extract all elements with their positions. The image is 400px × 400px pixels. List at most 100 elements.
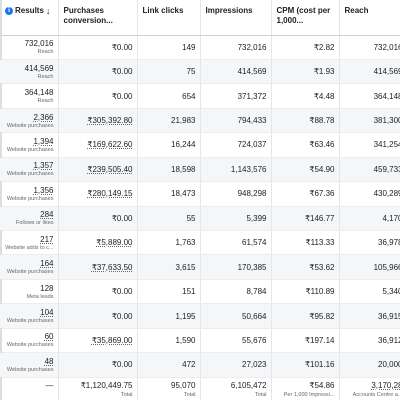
- cell-purchases: ₹5,889.00: [58, 230, 138, 256]
- reach-value: 105,966: [373, 262, 400, 272]
- table-row[interactable]: 2,366 Website purchases ₹305,392.80 21,983 7…: [0, 108, 400, 134]
- result-value[interactable]: 284: [40, 210, 54, 220]
- impressions-value: 170,385: [237, 262, 267, 272]
- cpm-value: ₹1.93: [313, 67, 335, 77]
- purchases-value[interactable]: ₹169,622.60: [87, 140, 133, 150]
- column-header-purchases[interactable]: Purchases conversion...: [58, 0, 138, 36]
- link-clicks-value: 1,590: [175, 335, 196, 345]
- table-row[interactable]: 104 Website purchases ₹0.00 1,195 50,664 ₹95.…: [0, 303, 400, 329]
- reach-value: 459,733: [373, 164, 400, 174]
- column-header-link-clicks[interactable]: Link clicks: [137, 0, 201, 36]
- cell-reach: 5,340: [339, 279, 400, 305]
- total-link-clicks: 95,070 Total: [137, 376, 201, 400]
- total-value: ₹1,120,449.75: [80, 380, 133, 390]
- purchases-value: ₹0.00: [111, 42, 133, 52]
- cell-purchases: ₹0.00: [58, 83, 138, 109]
- table-row[interactable]: 1,394 Website purchases ₹169,622.60 16,244 7…: [0, 132, 400, 158]
- column-header-reach[interactable]: Reach: [339, 0, 400, 36]
- result-value[interactable]: 104: [40, 308, 54, 318]
- cell-cpm: ₹197.14: [271, 328, 340, 354]
- cell-purchases: ₹0.00: [58, 303, 138, 329]
- impressions-value: 8,784: [246, 287, 267, 297]
- result-value-wrap: 414,569: [4, 64, 54, 74]
- purchases-value: ₹0.00: [111, 287, 133, 297]
- result-type-label: Website purchases: [6, 366, 54, 373]
- cell-reach: 36,912: [339, 328, 400, 354]
- link-clicks-value: 75: [186, 67, 196, 77]
- cell-link-clicks: 1,195: [137, 303, 201, 329]
- result-value[interactable]: 48: [44, 356, 54, 366]
- sort-descending-icon: ↓: [45, 6, 51, 16]
- table-row[interactable]: 364,148 Reach ₹0.00 654 371,372 ₹4.48 364,148: [0, 83, 400, 109]
- purchases-value[interactable]: ₹5,889.00: [96, 238, 133, 248]
- cell-impressions: 732,016: [200, 35, 272, 60]
- column-header-impressions[interactable]: Impressions: [200, 0, 272, 36]
- cell-purchases: ₹0.00: [58, 206, 138, 232]
- column-header-cpm[interactable]: CPM (cost per 1,000...: [271, 0, 340, 36]
- table-row[interactable]: 48 Website purchases ₹0.00 472 27,023 ₹101.16…: [0, 352, 400, 378]
- total-results: —: [0, 376, 59, 400]
- total-note: Total: [120, 391, 133, 398]
- column-header-label: Purchases conversion...: [63, 6, 113, 25]
- cpm-value: ₹113.33: [305, 238, 335, 248]
- table-row[interactable]: 284 Follows or likes ₹0.00 55 5,399 ₹146.77 4,…: [0, 206, 400, 232]
- info-icon[interactable]: i: [5, 7, 13, 15]
- cell-reach: 430,289: [339, 181, 400, 207]
- table-row[interactable]: 217 Website adds to c... ₹5,889.00 1,763 61,…: [0, 230, 400, 256]
- cell-reach: 105,966: [339, 254, 400, 280]
- impressions-value: 55,676: [242, 335, 267, 345]
- total-impressions: 6,105,472 Total: [200, 376, 272, 400]
- table-row[interactable]: 1,357 Website purchases ₹239,505.40 18,598 1…: [0, 157, 400, 183]
- result-value[interactable]: 164: [40, 259, 54, 269]
- table-body: 732,016 Reach ₹0.00 149 732,016 ₹2.82 732,016 4…: [0, 35, 400, 378]
- table-row[interactable]: 414,569 Reach ₹0.00 75 414,569 ₹1.93 414,569: [0, 59, 400, 85]
- cpm-value: ₹4.48: [313, 91, 335, 101]
- link-clicks-value: 654: [182, 91, 196, 101]
- link-clicks-value: 18,598: [171, 164, 196, 174]
- cell-cpm: ₹53.62: [271, 254, 340, 280]
- cell-impressions: 371,372: [200, 83, 272, 109]
- cell-results: 414,569 Reach: [0, 59, 59, 85]
- purchases-value: ₹0.00: [111, 91, 133, 101]
- total-value[interactable]: 3,170,28: [371, 380, 400, 390]
- table-row[interactable]: 732,016 Reach ₹0.00 149 732,016 ₹2.82 732,016: [0, 35, 400, 60]
- result-value[interactable]: 60: [44, 332, 54, 342]
- column-header-label: Results: [15, 6, 44, 15]
- result-value: 732,016: [24, 39, 54, 49]
- purchases-value[interactable]: ₹35,869.00: [91, 335, 133, 345]
- result-value[interactable]: 2,366: [33, 112, 54, 122]
- purchases-value[interactable]: ₹239,505.40: [87, 164, 133, 174]
- cell-link-clicks: 18,598: [137, 157, 201, 183]
- result-type-label: Website adds to c...: [5, 244, 54, 251]
- cell-link-clicks: 18,473: [137, 181, 201, 207]
- result-value-wrap: 48: [4, 357, 54, 367]
- impressions-value: 732,016: [237, 42, 267, 52]
- impressions-value: 27,023: [242, 360, 267, 370]
- column-header-results[interactable]: i Results ↓: [0, 0, 59, 36]
- result-value[interactable]: 1,356: [33, 185, 54, 195]
- purchases-value[interactable]: ₹280,149.15: [87, 189, 133, 199]
- total-purchases: ₹1,120,449.75 Total: [58, 376, 138, 400]
- sort-results-button[interactable]: i Results ↓: [5, 6, 54, 16]
- table-row[interactable]: 1,356 Website purchases ₹280,149.15 18,473 9…: [0, 181, 400, 207]
- cell-reach: 364,148: [339, 83, 400, 109]
- reach-value: 381,300: [373, 116, 400, 126]
- table-row[interactable]: 164 Website purchases ₹37,633.50 3,615 170,3…: [0, 254, 400, 280]
- cell-impressions: 61,574: [200, 230, 272, 256]
- result-value-wrap: 1,357: [4, 161, 54, 171]
- cell-reach: 20,000: [339, 352, 400, 378]
- result-value[interactable]: 217: [40, 234, 54, 244]
- total-note: Total: [254, 391, 267, 398]
- result-value[interactable]: 1,357: [33, 161, 54, 171]
- cell-cpm: ₹63.46: [271, 132, 340, 158]
- cell-results: 1,357 Website purchases: [0, 157, 59, 183]
- result-type-label: Website purchases: [6, 171, 54, 178]
- cell-impressions: 5,399: [200, 206, 272, 232]
- result-value: 414,569: [24, 63, 54, 73]
- table-row[interactable]: 60 Website purchases ₹35,869.00 1,590 55,676…: [0, 328, 400, 354]
- purchases-value[interactable]: ₹305,392.80: [87, 116, 133, 126]
- result-value[interactable]: 1,394: [33, 136, 54, 146]
- purchases-value[interactable]: ₹37,633.50: [91, 262, 133, 272]
